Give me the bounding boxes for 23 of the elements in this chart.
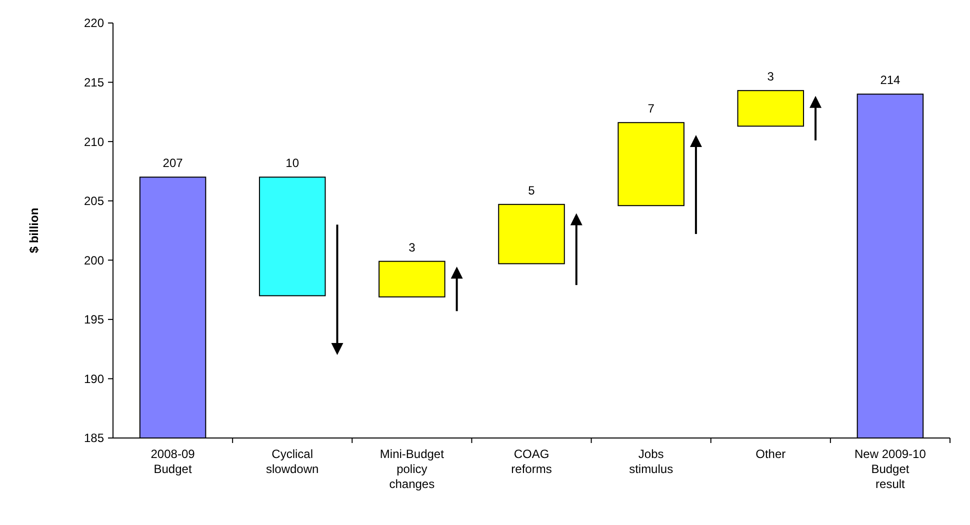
data-label: 214 [880, 73, 901, 88]
x-tick-label: Mini-Budget policy changes [380, 447, 445, 491]
data-label: 7 [648, 102, 655, 116]
y-tick-label: 205 [84, 194, 104, 208]
x-tick-label: New 2009-10 Budget result [854, 447, 926, 491]
data-label: 3 [408, 240, 416, 254]
y-tick-label: 215 [84, 75, 104, 90]
y-tick-label: 200 [84, 253, 104, 268]
x-tick-label: Jobs stimulus [629, 447, 674, 476]
x-tick-label: Other [756, 447, 786, 461]
y-tick-label: 185 [84, 431, 104, 446]
data-label: 3 [767, 70, 774, 84]
y-tick-label: 190 [84, 372, 104, 386]
y-tick-label: 195 [84, 312, 104, 327]
data-label: 5 [528, 183, 536, 198]
y-axis-title: $ billion [27, 208, 41, 254]
x-tick-label: 2008-09 Budget [150, 447, 196, 476]
x-tick-label: COAG reforms [511, 447, 552, 476]
y-tick-label: 210 [84, 134, 104, 149]
y-tick-label: 220 [84, 16, 104, 30]
x-tick-label: Cyclical slowdown [266, 447, 319, 476]
data-label: 10 [286, 156, 300, 170]
data-label: 207 [162, 156, 184, 170]
